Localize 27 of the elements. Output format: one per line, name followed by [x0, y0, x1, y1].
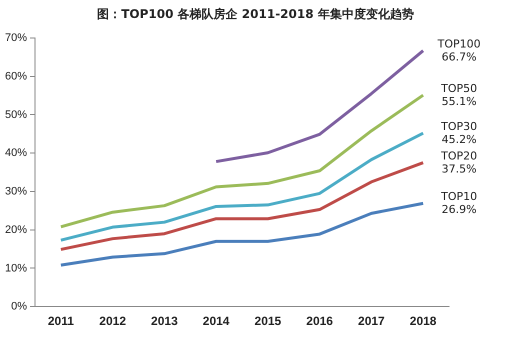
series-label: TOP100: [436, 38, 481, 51]
data-label: 37.5%: [442, 162, 477, 176]
data-label: 26.9%: [442, 203, 477, 216]
x-tick-label: 2017: [358, 314, 386, 328]
x-tick-label: 2013: [151, 314, 178, 328]
x-tick-label: 2014: [202, 314, 230, 328]
chart-title: 图：TOP100 各梯队房企 2011-2018 年集中度变化趋势: [96, 6, 415, 23]
x-tick-label: 2015: [254, 314, 282, 328]
y-tick-label: 50%: [4, 108, 28, 121]
series-label: TOP10: [440, 190, 478, 204]
x-tick-label: 2018: [410, 314, 437, 328]
y-tick-label: 0%: [11, 300, 28, 313]
series-label: TOP20: [440, 150, 478, 163]
x-tick-label: 2011: [48, 314, 74, 328]
data-label: 45.2%: [442, 133, 477, 146]
y-tick-label: 60%: [4, 70, 28, 82]
series-label: TOP50: [440, 82, 478, 96]
x-tick-label: 2012: [99, 314, 126, 328]
x-tick-label: 2016: [306, 314, 334, 328]
data-label: 55.1%: [442, 95, 477, 108]
series-label: TOP30: [440, 120, 478, 134]
y-tick-label: 70%: [4, 32, 28, 44]
y-tick-label: 10%: [4, 262, 28, 274]
y-tick-label: 40%: [4, 147, 28, 160]
y-tick-label: 20%: [4, 224, 28, 236]
y-tick-label: 30%: [4, 186, 28, 198]
data-label: 66.7%: [442, 50, 477, 64]
